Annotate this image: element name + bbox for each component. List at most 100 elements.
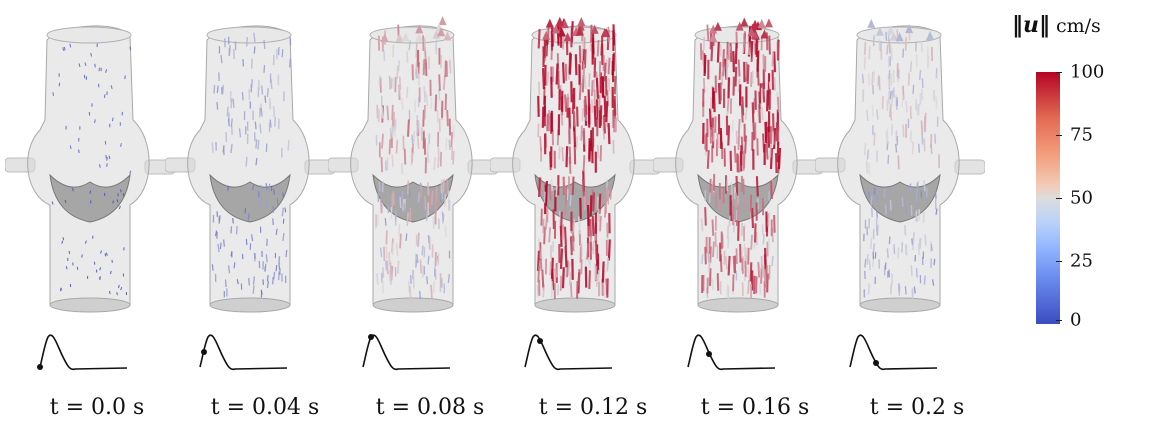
velocity-arrow — [415, 61, 418, 75]
waveform-marker — [37, 364, 43, 370]
velocity-arrow — [211, 142, 214, 153]
velocity-arrow — [447, 274, 450, 283]
velocity-arrow — [777, 147, 782, 170]
velocity-arrow — [585, 190, 588, 206]
velocity-arrow — [571, 94, 575, 114]
velocity-arrow — [241, 92, 244, 101]
velocity-arrow — [932, 279, 935, 286]
velocity-arrow — [236, 279, 239, 285]
velocity-arrow — [569, 236, 573, 256]
velocity-arrow — [391, 154, 394, 168]
velocity-arrow — [273, 188, 275, 195]
velocity-arrowhead — [438, 16, 447, 26]
velocity-arrow — [108, 155, 111, 160]
velocity-arrow — [734, 42, 738, 64]
velocity-arrow — [424, 91, 427, 103]
velocity-arrow — [401, 97, 404, 110]
velocity-arrow — [762, 82, 766, 103]
velocity-arrow — [555, 184, 558, 197]
velocity-arrow — [448, 59, 452, 74]
velocity-arrow — [378, 181, 381, 192]
velocity-arrow — [391, 242, 394, 255]
velocity-arrow — [398, 76, 402, 90]
velocity-arrowhead — [709, 32, 718, 42]
velocity-arrow — [888, 39, 891, 54]
velocity-arrow — [65, 266, 68, 270]
waveform-marker — [873, 360, 879, 366]
velocity-arrow — [383, 49, 386, 62]
velocity-arrow — [866, 109, 869, 122]
velocity-arrow — [434, 94, 438, 112]
flow-waveform-icon — [37, 334, 128, 371]
velocity-arrow — [106, 156, 108, 161]
velocity-arrow — [77, 149, 80, 154]
velocity-arrow — [763, 269, 767, 284]
velocity-arrow — [265, 183, 268, 191]
velocity-arrow — [712, 241, 715, 258]
velocity-arrow — [570, 27, 573, 48]
velocity-arrow — [704, 246, 707, 265]
velocity-arrow — [423, 37, 427, 51]
velocity-arrow — [582, 155, 586, 172]
velocity-arrow — [382, 267, 385, 278]
velocity-arrow — [412, 131, 416, 145]
velocity-arrowhead — [740, 17, 749, 27]
velocity-arrow — [426, 94, 429, 107]
velocity-arrow — [727, 125, 731, 146]
velocity-arrow — [261, 85, 264, 95]
velocity-arrow — [868, 162, 871, 175]
velocity-arrow — [716, 41, 720, 63]
velocity-arrow — [277, 271, 280, 281]
velocity-arrow — [731, 205, 735, 222]
velocity-arrow — [934, 133, 937, 144]
velocity-arrow — [386, 260, 389, 275]
velocity-arrow — [438, 74, 441, 91]
velocity-arrow — [253, 46, 256, 54]
velocity-arrow — [98, 164, 101, 168]
velocity-arrow — [406, 86, 409, 99]
velocity-arrow — [581, 48, 584, 62]
velocity-arrow — [594, 240, 598, 260]
velocity-arrow — [99, 267, 101, 271]
colorbar-tick-label: 50 — [1070, 187, 1093, 209]
velocity-arrow — [220, 55, 223, 64]
velocity-arrow — [396, 65, 399, 79]
velocity-arrow — [62, 47, 65, 51]
velocity-arrow — [895, 143, 898, 153]
flow-waveform-icon — [687, 334, 776, 371]
velocity-arrow — [599, 105, 603, 126]
velocity-arrow — [601, 261, 605, 283]
velocity-arrow — [111, 117, 114, 122]
velocity-arrow — [415, 43, 418, 58]
velocity-arrow — [729, 150, 733, 172]
velocity-arrow — [756, 50, 760, 72]
velocity-arrow — [773, 127, 777, 150]
vessel-top-rim — [369, 26, 455, 44]
velocity-arrow — [416, 135, 420, 150]
velocity-arrow — [421, 245, 424, 256]
velocity-arrow — [405, 233, 408, 241]
velocity-arrowhead — [895, 32, 904, 42]
velocity-arrow — [737, 134, 740, 151]
velocity-arrowhead — [551, 24, 560, 34]
velocity-arrow — [595, 273, 599, 287]
velocity-arrow — [769, 143, 772, 158]
velocity-arrow — [259, 198, 262, 208]
velocity-arrow — [725, 255, 728, 270]
vessel-bottom-rim — [209, 297, 291, 313]
velocity-arrowhead — [576, 21, 585, 31]
velocity-arrow — [571, 235, 575, 252]
velocity-arrow — [716, 273, 720, 291]
velocity-arrowhead — [542, 30, 551, 40]
velocity-arrowhead — [764, 18, 773, 28]
aortic-root-render — [5, 25, 175, 313]
velocity-arrow — [110, 270, 112, 275]
velocity-arrow — [920, 40, 923, 53]
velocity-arrow — [427, 182, 430, 196]
velocity-arrow — [760, 267, 763, 284]
velocity-arrow — [384, 218, 387, 226]
velocity-arrow — [409, 286, 412, 300]
velocity-arrow — [423, 196, 427, 211]
velocity-arrow — [273, 271, 276, 280]
